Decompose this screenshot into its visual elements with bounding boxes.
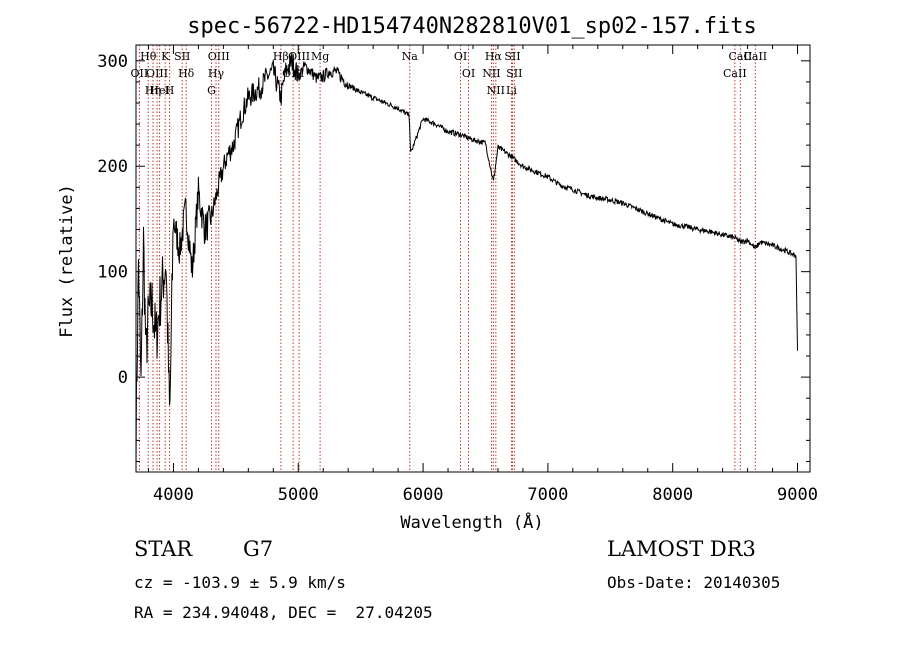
line-label: OIII xyxy=(208,50,230,63)
line-label: Na xyxy=(402,50,419,63)
line-label: OI xyxy=(454,50,467,63)
line-label: G xyxy=(207,84,216,97)
line-label: Li xyxy=(506,84,517,97)
spectral-subclass: G7 xyxy=(243,537,274,561)
y-tick-label: 100 xyxy=(97,263,128,283)
y-tick-label: 300 xyxy=(97,52,128,72)
line-label: CaII xyxy=(743,50,767,63)
survey-name: LAMOST DR3 xyxy=(607,537,756,561)
line-label: SII xyxy=(506,67,522,80)
line-label: NII xyxy=(487,84,505,97)
line-label: OII xyxy=(131,67,149,80)
x-tick-label: 8000 xyxy=(652,485,693,505)
line-label: Hα xyxy=(485,50,503,63)
x-tick-label: 4000 xyxy=(153,485,194,505)
line-label: SII xyxy=(174,50,190,63)
emission-line-markers xyxy=(138,45,756,472)
x-tick-label: 9000 xyxy=(777,485,818,505)
line-label: Hη xyxy=(145,84,161,97)
y-axis-label: Flux (relative) xyxy=(57,184,77,338)
line-label: HeI xyxy=(149,84,169,97)
chart-title: spec-56722-HD154740N282810V01_sp02-157.f… xyxy=(187,14,757,39)
line-label: K xyxy=(161,50,170,63)
spectrum-line xyxy=(135,52,798,473)
x-axis-label: Wavelength (Å) xyxy=(400,511,543,533)
line-label: H xyxy=(165,84,175,97)
line-label: Hδ xyxy=(178,67,195,80)
line-label: Hγ xyxy=(208,67,225,80)
line-label: NII xyxy=(482,67,500,80)
y-tick-label: 200 xyxy=(97,157,128,177)
line-label: Hθ xyxy=(140,50,157,63)
line-label: OIII xyxy=(146,67,168,80)
x-axis-ticks: 4000 5000 6000 7000 8000 9000 xyxy=(147,45,818,505)
line-label: CaII xyxy=(729,50,753,63)
x-tick-label: 5000 xyxy=(278,485,319,505)
x-tick-label: 6000 xyxy=(403,485,444,505)
line-label: CaII xyxy=(723,67,747,80)
line-label: Mg xyxy=(311,50,329,63)
coordinates-readout: RA = 234.94048, DEC = 27.04205 xyxy=(134,603,433,622)
y-tick-label: 0 xyxy=(118,368,128,388)
y-axis-ticks: 0 100 200 300 xyxy=(97,52,810,462)
line-label: OI xyxy=(462,67,475,80)
line-label: SII xyxy=(504,50,520,63)
line-label: Hβ xyxy=(273,50,289,63)
object-type: STAR xyxy=(134,537,193,561)
x-tick-label: 7000 xyxy=(527,485,568,505)
observation-date: Obs-Date: 20140305 xyxy=(607,573,781,592)
plot-frame xyxy=(135,44,811,473)
redshift-readout: cz = -103.9 ± 5.9 km/s xyxy=(134,573,346,592)
